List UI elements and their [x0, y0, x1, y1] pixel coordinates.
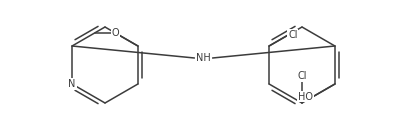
Text: N: N: [68, 79, 76, 89]
Text: O: O: [111, 28, 119, 38]
Text: Cl: Cl: [297, 71, 307, 81]
Text: HO: HO: [298, 92, 313, 101]
Text: Cl: Cl: [288, 30, 298, 40]
Text: NH: NH: [196, 53, 211, 63]
